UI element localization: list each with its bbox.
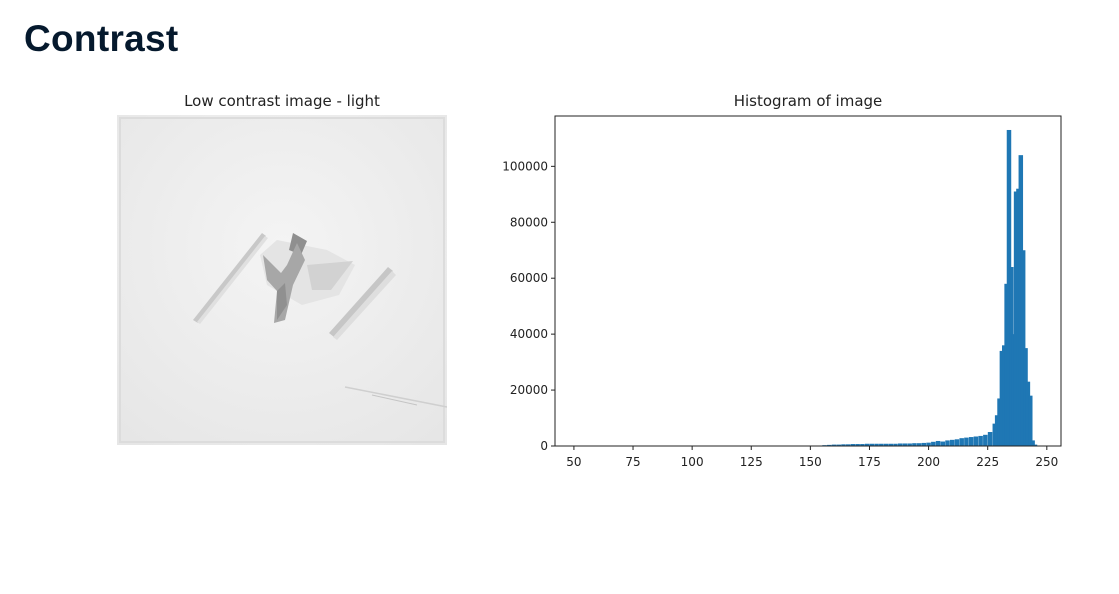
histogram-bar (992, 423, 998, 446)
histogram-bar (1023, 348, 1028, 446)
histogram-bar (1013, 191, 1019, 446)
x-tick-label: 100 (681, 455, 704, 469)
histogram-bar (978, 435, 983, 446)
histogram-bar (999, 350, 1005, 446)
histogram-bar (959, 438, 964, 446)
low-contrast-photo (117, 115, 447, 445)
histogram-bar (1028, 395, 1033, 446)
x-tick-label: 75 (625, 455, 640, 469)
histogram-bar (931, 441, 936, 446)
histogram-bar (860, 444, 865, 446)
histogram-chart: 50 75 100 125 150 175 200 225 250 0 20000 40000 6000… (470, 90, 1110, 490)
y-tick-label: 20000 (510, 383, 548, 397)
histogram-bar (945, 440, 950, 446)
histogram-bar (964, 437, 969, 446)
histogram-bar (916, 443, 922, 446)
histogram-bar (935, 440, 941, 446)
histogram-bar (831, 444, 837, 446)
histogram-bar (883, 443, 889, 446)
x-tick-label: 225 (976, 455, 999, 469)
histogram-bar (1009, 267, 1014, 446)
histogram-bar (902, 443, 908, 446)
histogram-bar (1020, 250, 1026, 446)
histogram-bar (926, 442, 931, 446)
histogram-bar (1016, 188, 1021, 446)
x-tick-label: 50 (566, 455, 581, 469)
histogram-bar (864, 443, 870, 446)
x-tick-label: 150 (799, 455, 822, 469)
plot-frame (554, 115, 1062, 447)
histogram-bar (855, 444, 860, 446)
histogram-bar (987, 432, 993, 446)
histogram-bar (845, 444, 851, 446)
histogram-bar (836, 444, 841, 446)
histogram-bar (841, 444, 846, 446)
slide-title: Contrast (24, 18, 179, 59)
histogram-bar (968, 437, 974, 446)
histogram-bar (954, 439, 960, 446)
y-tick-label: 60000 (510, 271, 548, 285)
histogram-bar (1025, 381, 1031, 446)
histogram-bar (1006, 129, 1012, 447)
histogram-bar (869, 443, 875, 446)
histogram-bar (1030, 440, 1035, 446)
chart-title: Histogram of image (733, 92, 883, 110)
histogram-bar (874, 443, 879, 446)
histogram-bar (850, 444, 856, 446)
histogram-bar (912, 443, 917, 446)
histogram-bar (879, 443, 884, 446)
histogram-bar (994, 415, 1000, 446)
histogram-svg: 50 75 100 125 150 175 200 225 250 0 20000 40000 6000… (502, 115, 1062, 469)
y-tick-label: 100000 (502, 159, 548, 173)
histogram-bar (997, 398, 1002, 446)
x-tick-label: 200 (917, 455, 940, 469)
histogram-bar (1002, 345, 1007, 446)
histogram-bar (897, 443, 903, 446)
histogram-bar (983, 434, 988, 446)
histogram-bar (893, 443, 898, 446)
image-panel-title: Low contrast image - light (184, 92, 380, 110)
histogram-bar (888, 443, 893, 446)
x-tick-label: 250 (1035, 455, 1058, 469)
histogram-bar (949, 439, 955, 446)
histogram-bar (973, 436, 979, 446)
histogram-bar (1004, 283, 1009, 446)
histogram-bar (1018, 155, 1024, 446)
histogram-bar (907, 443, 912, 446)
y-tick-label: 0 (540, 439, 548, 453)
histogram-bar (940, 441, 946, 446)
histogram-bar (1032, 444, 1038, 446)
y-tick-label: 80000 (510, 215, 548, 229)
histogram-bar (827, 444, 832, 446)
histogram-bar (1011, 334, 1016, 446)
x-tick-label: 125 (740, 455, 763, 469)
y-tick-label: 40000 (510, 327, 548, 341)
x-tick-label: 175 (858, 455, 881, 469)
histogram-bar (921, 442, 927, 446)
